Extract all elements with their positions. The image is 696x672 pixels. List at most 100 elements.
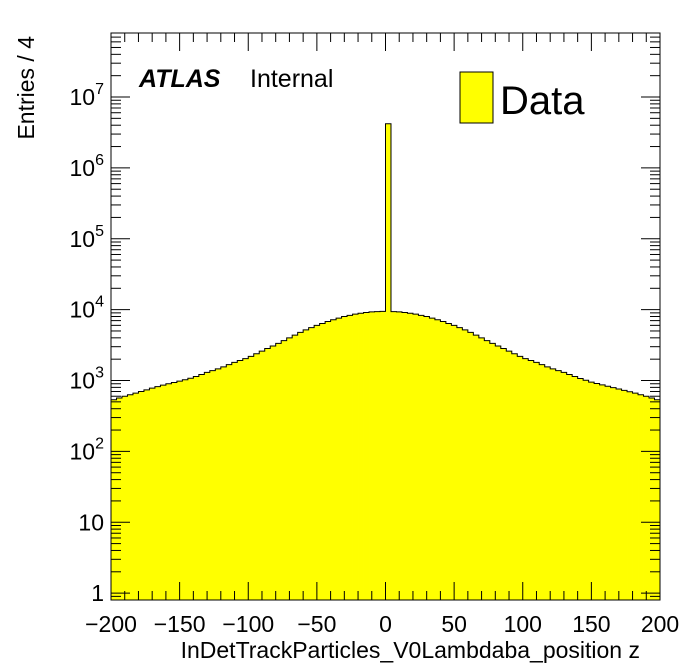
- histogram-bin: [116, 397, 123, 600]
- histogram-bin: [270, 345, 277, 600]
- histogram-bin: [341, 316, 348, 600]
- x-tick-label: 0: [379, 611, 392, 637]
- histogram-bin: [605, 386, 611, 600]
- histogram-bin: [352, 314, 359, 600]
- histogram-bin: [253, 353, 260, 600]
- histogram-bin: [281, 340, 288, 600]
- histogram-bin: [621, 390, 628, 600]
- legend-swatch: [459, 71, 494, 124]
- histogram-bin: [303, 329, 310, 600]
- y-tick-label: 103: [70, 365, 105, 394]
- y-tick-label: 106: [70, 152, 105, 181]
- histogram-bin: [154, 386, 161, 600]
- histogram-bin: [231, 362, 238, 600]
- histogram-bin: [121, 396, 128, 600]
- histogram-bin: [566, 374, 573, 600]
- histogram-bin: [215, 368, 222, 600]
- histogram-bin: [275, 343, 282, 600]
- histogram-bars: [111, 123, 661, 601]
- histogram-bin: [286, 337, 293, 600]
- histogram-bin: [616, 388, 622, 600]
- histogram-bin: [160, 385, 167, 600]
- histogram-bin: [226, 364, 233, 600]
- histogram-bin: [484, 340, 491, 600]
- histogram-bin: [401, 312, 408, 600]
- histogram-bin: [198, 374, 205, 600]
- histogram-bin: [533, 362, 540, 600]
- histogram-bin: [111, 399, 117, 600]
- histogram-bin: [478, 337, 485, 600]
- histogram-bin: [517, 356, 524, 600]
- histogram-bin: [654, 399, 661, 600]
- y-tick-label: 10: [78, 509, 104, 535]
- histogram-bin: [423, 316, 430, 600]
- histogram-bin: [127, 394, 134, 600]
- histogram-bin: [555, 370, 562, 600]
- x-tick-label: −200: [85, 611, 137, 637]
- x-axis: −200 −150 −100 −50 0 50 100 150 200: [85, 33, 679, 637]
- y-axis: 1 10 102 103 104 105 106 107: [70, 32, 660, 606]
- histogram-bin: [550, 368, 557, 600]
- histogram-bin: [347, 315, 353, 600]
- histogram-bin: [336, 318, 342, 600]
- histogram-bin: [522, 358, 529, 600]
- atlas-label: ATLAS: [138, 65, 221, 93]
- histogram-bin: [473, 335, 480, 600]
- histogram-bin: [204, 372, 211, 600]
- x-tick-label: 150: [572, 611, 610, 637]
- histogram-outline: [111, 123, 660, 401]
- histogram-bin: [330, 319, 337, 600]
- histogram-bin: [149, 388, 156, 600]
- histogram-bin: [396, 311, 403, 600]
- x-tick-label: −100: [222, 611, 274, 637]
- histogram-bin: [412, 314, 419, 600]
- histogram-bin: [374, 311, 381, 600]
- histogram-bin: [264, 348, 271, 600]
- histogram-bin: [187, 378, 194, 600]
- x-tick-label: −50: [297, 611, 336, 637]
- histogram-bin: [138, 391, 145, 600]
- y-tick-label: 102: [70, 435, 105, 464]
- atlas-sublabel: Internal: [250, 65, 333, 93]
- histogram-bin: [467, 332, 474, 600]
- histogram-bin: [325, 321, 331, 600]
- histogram-bin: [259, 351, 266, 600]
- histogram-bin: [511, 353, 518, 600]
- histogram-bin: [610, 387, 617, 600]
- histogram-bin: [390, 311, 397, 600]
- histogram-bin: [528, 360, 535, 600]
- histogram-bin: [308, 327, 315, 600]
- histogram-bin: [193, 376, 200, 600]
- histogram-bin: [385, 123, 392, 601]
- histogram-bin: [572, 376, 579, 600]
- histogram-bin: [171, 382, 178, 600]
- histogram-bin: [220, 366, 227, 600]
- histogram-bin: [165, 383, 172, 600]
- histogram-bin: [292, 335, 299, 600]
- histogram-bin: [599, 384, 606, 600]
- x-tick-label: 200: [641, 611, 679, 637]
- histogram-bin: [489, 343, 496, 600]
- histogram-bin: [358, 313, 364, 600]
- histogram-bin: [577, 378, 584, 600]
- histogram-bin: [248, 356, 255, 600]
- histogram-bin: [451, 325, 458, 600]
- histogram-bin: [506, 351, 513, 600]
- histogram-bin: [369, 311, 375, 600]
- histogram-bin: [649, 397, 655, 600]
- histogram-bin: [319, 323, 326, 600]
- histogram-bin: [643, 396, 650, 600]
- y-tick-label: 1: [91, 580, 104, 606]
- histogram-bin: [638, 394, 644, 600]
- y-tick-label: 107: [70, 81, 105, 110]
- y-axis-label: Entries / 4: [13, 36, 39, 140]
- histogram-bin: [182, 379, 189, 600]
- histogram-bin: [456, 327, 463, 600]
- histogram-bin: [209, 370, 216, 600]
- histogram-bin: [539, 364, 546, 600]
- histogram-bin: [407, 313, 414, 600]
- histogram-bin: [561, 372, 568, 600]
- x-tick-label: 100: [504, 611, 542, 637]
- histogram-bin: [462, 329, 469, 600]
